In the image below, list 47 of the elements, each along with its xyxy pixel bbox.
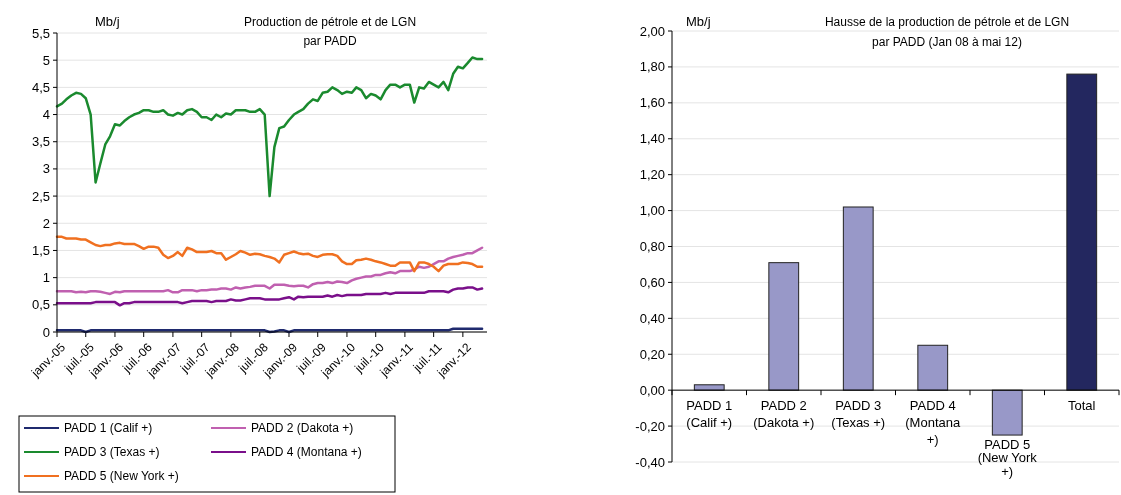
- x-tick-label: PADD 1 (Calif +): [686, 397, 733, 430]
- y-tick-label: 3: [42, 161, 50, 177]
- chart-title: Production de pétrole et de LGN par PADD: [243, 15, 417, 48]
- y-axis-title: Mb/j: [95, 14, 120, 29]
- y-tick-label: 2,5: [31, 188, 50, 204]
- bar: [768, 262, 800, 391]
- y-tick-label: 2: [42, 215, 50, 231]
- bar: [991, 389, 1023, 436]
- y-tick-label: 0,00: [639, 382, 665, 398]
- y-tick-label: 1,60: [639, 95, 665, 111]
- x-tick-label: Total: [1068, 397, 1096, 413]
- legend-label: PADD 5 (New York +): [64, 469, 179, 484]
- bar: [693, 384, 725, 391]
- chart-title: Hausse de la production de pétrole et de LGN par PADD (Jan 08 à mai 12): [824, 15, 1070, 49]
- y-tick-label: 1,00: [639, 203, 665, 219]
- legend-label: PADD 4 (Montana +): [251, 445, 362, 460]
- y-tick-label: 1: [42, 270, 50, 286]
- y-tick-label: 0,20: [639, 346, 665, 362]
- line-series: [55, 286, 484, 307]
- bar: [917, 344, 949, 391]
- y-tick-label: 5,5: [31, 25, 50, 41]
- bar: [842, 206, 874, 391]
- y-tick-label: 5: [42, 52, 50, 68]
- line-series: [55, 235, 484, 273]
- x-tick-label: PADD 4 (Montana +): [905, 397, 961, 447]
- y-tick-label: 1,40: [639, 131, 665, 147]
- y-tick-label: 4: [42, 107, 50, 123]
- y-tick-label: 1,80: [639, 59, 665, 75]
- y-tick-label: -0,20: [635, 418, 665, 434]
- legend-label: PADD 3 (Texas +): [64, 445, 160, 460]
- bar: [1066, 73, 1098, 391]
- line-series: [55, 56, 484, 198]
- y-tick-label: 1,20: [639, 167, 665, 183]
- y-tick-label: 3,5: [31, 134, 50, 150]
- y-tick-label: 1,5: [31, 243, 50, 258]
- x-tick-label: PADD 2 (Dakota +): [753, 397, 815, 430]
- y-tick-label: 0: [42, 324, 50, 340]
- y-tick-label: 0,80: [639, 239, 665, 255]
- y-tick-label: 0,40: [639, 310, 665, 326]
- y-axis-title: Mb/j: [686, 14, 711, 29]
- y-tick-label: 0,60: [639, 274, 665, 290]
- line-series: [55, 246, 484, 296]
- y-tick-label: 2,00: [639, 23, 665, 39]
- y-tick-label: 0,5: [31, 297, 50, 313]
- x-tick-label: PADD 3 (Texas +): [831, 397, 886, 430]
- y-tick-label: 4,5: [31, 79, 50, 95]
- y-tick-label: -0,40: [635, 454, 665, 470]
